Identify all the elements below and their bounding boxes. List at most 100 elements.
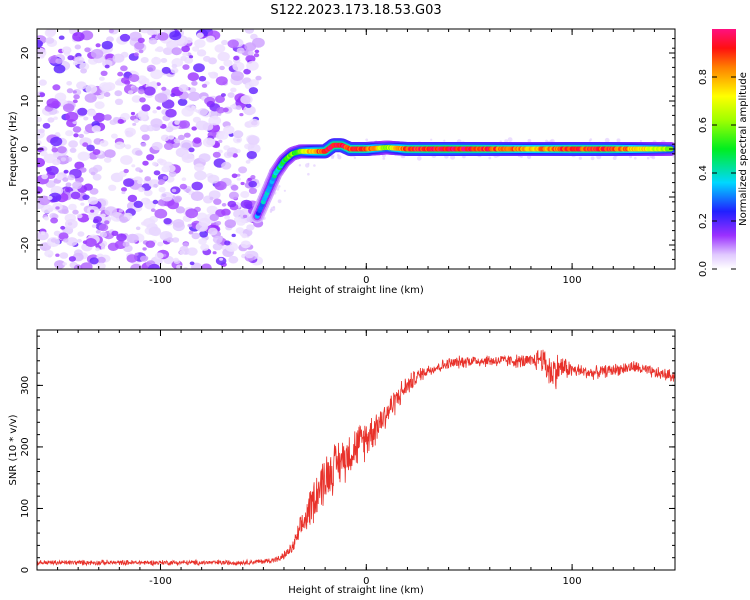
noise-blob bbox=[207, 174, 220, 184]
noise-blob bbox=[154, 93, 168, 103]
noise-blob bbox=[98, 223, 109, 232]
y-tick-label: -10 bbox=[20, 189, 31, 205]
noise-blob bbox=[120, 112, 130, 121]
noise-blob bbox=[157, 199, 165, 206]
noise-blob bbox=[230, 87, 237, 93]
colorbar-tick-label: 0.4 bbox=[698, 165, 709, 181]
noise-blob bbox=[165, 108, 177, 118]
noise-blob bbox=[238, 166, 248, 174]
noise-blob bbox=[73, 133, 79, 138]
noise-blob bbox=[233, 130, 244, 139]
noise-blob bbox=[144, 176, 151, 182]
noise-blob bbox=[95, 229, 101, 234]
noise-blob bbox=[189, 261, 195, 266]
noise-blob bbox=[253, 53, 260, 58]
noise-blob bbox=[65, 182, 72, 187]
y-tick-label: 10 bbox=[20, 95, 31, 108]
noise-blob bbox=[57, 146, 67, 154]
noise-blob bbox=[38, 128, 45, 134]
noise-blob bbox=[50, 217, 58, 224]
noise-blob bbox=[337, 155, 342, 160]
noise-blob bbox=[134, 252, 139, 256]
noise-blob bbox=[247, 135, 260, 145]
noise-blob bbox=[153, 170, 161, 176]
noise-blob bbox=[148, 226, 161, 236]
noise-blob bbox=[235, 227, 245, 234]
noise-blob bbox=[240, 191, 250, 198]
noise-blob bbox=[108, 29, 114, 34]
snr-xlabel: Height of straight line (km) bbox=[288, 585, 424, 596]
noise-blob bbox=[168, 171, 177, 178]
noise-blob bbox=[141, 134, 150, 141]
noise-blob bbox=[78, 133, 85, 139]
noise-blob bbox=[588, 139, 591, 142]
noise-blob bbox=[488, 156, 492, 160]
noise-blob bbox=[47, 207, 54, 212]
noise-blob bbox=[236, 177, 241, 181]
noise-blob bbox=[215, 256, 227, 266]
noise-blob bbox=[186, 247, 198, 256]
noise-blob bbox=[127, 90, 134, 95]
noise-blob bbox=[183, 132, 191, 138]
noise-blob bbox=[169, 30, 182, 41]
noise-blob bbox=[119, 33, 131, 42]
noise-blob bbox=[221, 39, 228, 46]
noise-blob bbox=[135, 150, 143, 156]
noise-blob bbox=[235, 105, 242, 110]
noise-blob bbox=[99, 231, 108, 238]
noise-blob bbox=[77, 231, 85, 237]
noise-blob bbox=[94, 101, 105, 109]
colorbar-tick-label: 0.6 bbox=[698, 117, 709, 133]
noise-blob bbox=[91, 224, 97, 228]
noise-blob bbox=[152, 161, 158, 166]
y-tick-label: 0 bbox=[20, 567, 31, 573]
noise-blob bbox=[228, 191, 239, 200]
noise-blob bbox=[106, 36, 114, 43]
noise-blob bbox=[220, 93, 226, 97]
noise-blob bbox=[38, 92, 46, 98]
noise-blob bbox=[244, 250, 255, 259]
noise-blob bbox=[236, 47, 245, 54]
noise-blob bbox=[219, 257, 224, 261]
noise-blob bbox=[96, 89, 102, 94]
noise-blob bbox=[151, 141, 163, 151]
noise-blob bbox=[133, 52, 139, 57]
noise-blob bbox=[55, 58, 63, 64]
noise-blob bbox=[90, 171, 96, 176]
noise-blob bbox=[60, 225, 66, 230]
noise-blob bbox=[226, 151, 234, 157]
noise-blob bbox=[87, 196, 99, 205]
noise-blob bbox=[80, 68, 87, 74]
noise-blob bbox=[93, 216, 102, 223]
noise-blob bbox=[120, 155, 133, 165]
y-tick-label: -20 bbox=[20, 237, 31, 253]
noise-blob bbox=[138, 89, 145, 95]
noise-blob bbox=[223, 59, 233, 67]
noise-blob bbox=[612, 156, 617, 161]
noise-blob bbox=[181, 45, 191, 53]
noise-blob bbox=[232, 136, 243, 144]
noise-blob bbox=[41, 174, 49, 180]
noise-blob bbox=[188, 87, 197, 93]
noise-blob bbox=[179, 183, 188, 190]
noise-blob bbox=[240, 94, 253, 105]
noise-blob bbox=[95, 247, 100, 252]
noise-blob bbox=[158, 159, 167, 166]
noise-blob bbox=[38, 79, 47, 86]
noise-blob bbox=[187, 72, 199, 82]
noise-blob bbox=[138, 187, 145, 193]
noise-blob bbox=[117, 71, 124, 77]
noise-blob bbox=[646, 156, 650, 160]
noise-blob bbox=[188, 230, 194, 235]
colorbar-tick-label: 0.2 bbox=[698, 213, 709, 229]
noise-blob bbox=[247, 177, 252, 182]
noise-blob bbox=[191, 105, 197, 110]
noise-blob bbox=[198, 75, 207, 82]
y-tick-label: 300 bbox=[20, 376, 31, 395]
frequency-ridge bbox=[250, 138, 675, 224]
noise-blob bbox=[37, 231, 49, 241]
noise-blob bbox=[53, 116, 58, 120]
colorbar: 0.0 0.2 0.4 0.6 0.8 Normalized spectral ampl… bbox=[698, 29, 749, 277]
noise-blob bbox=[215, 221, 222, 226]
noise-blob bbox=[62, 262, 67, 266]
